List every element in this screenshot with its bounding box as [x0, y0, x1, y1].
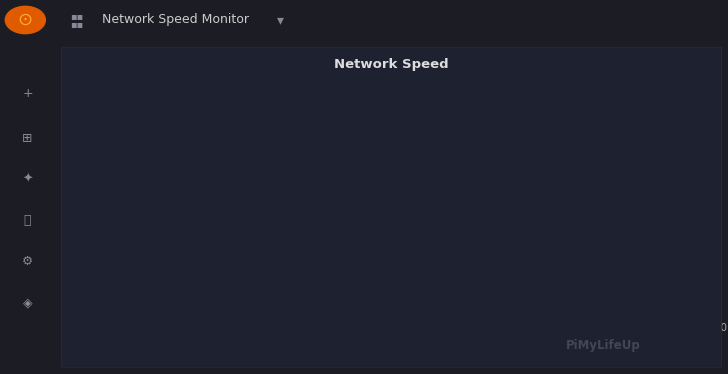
Text: ◈: ◈ [23, 297, 32, 309]
Text: ▪▪
▪▪: ▪▪ ▪▪ [70, 11, 83, 29]
Text: ⚙: ⚙ [22, 255, 33, 268]
Circle shape [5, 6, 45, 34]
Text: ⊙: ⊙ [17, 11, 33, 29]
Text: ✦: ✦ [23, 173, 33, 186]
Text: +: + [22, 87, 33, 100]
Text: ▾: ▾ [277, 13, 284, 27]
Text: Network Speed Monitor: Network Speed Monitor [102, 13, 249, 27]
Text: ⊞: ⊞ [23, 132, 33, 145]
Text: 🔔: 🔔 [24, 214, 31, 227]
Text: PiMyLifeUp: PiMyLifeUp [566, 338, 641, 352]
Text: Network Speed: Network Speed [334, 58, 449, 71]
